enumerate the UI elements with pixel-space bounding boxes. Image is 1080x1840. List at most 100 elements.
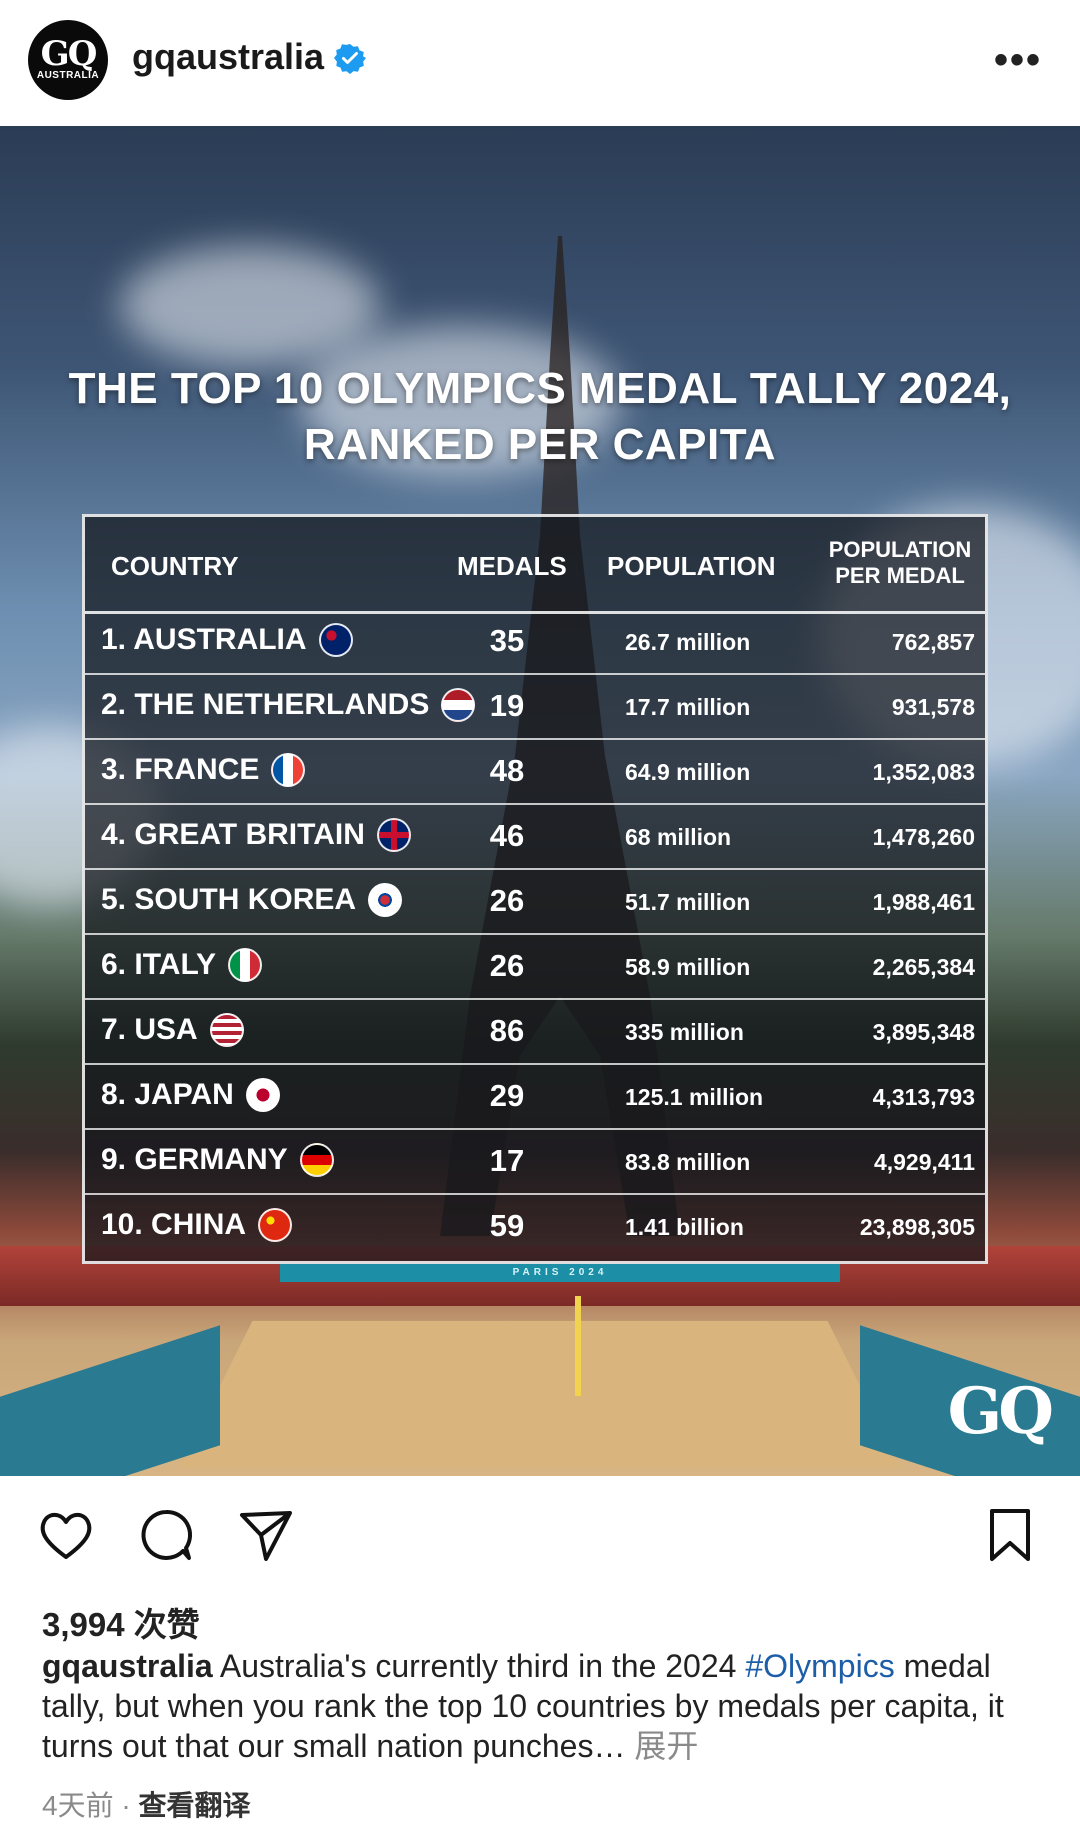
stands-left (0, 1325, 220, 1476)
country-name: 1. AUSTRALIA (101, 623, 307, 656)
row-population-per-medal: 931,578 (891, 694, 975, 720)
row-population-per-medal: 3,895,348 (872, 1019, 975, 1045)
table-row: 1. AUSTRALIA 35 26.7 million 762,857 (85, 611, 985, 675)
table-header: COUNTRY MEDALS POPULATION POPULATION PER… (85, 517, 985, 614)
country-name: 5. SOUTH KOREA (101, 883, 357, 916)
post-header: GQ AUSTRALIA gqaustralia ••• (0, 0, 1080, 124)
france-flag-icon (271, 753, 306, 787)
country-name: 3. FRANCE (101, 753, 260, 786)
heart-icon[interactable] (36, 1505, 96, 1565)
row-population: 51.7 million (625, 889, 751, 915)
row-country: 5. SOUTH KOREA (101, 883, 403, 917)
comment-icon[interactable] (136, 1505, 196, 1565)
table-row: 7. USA 86 335 million 3,895,348 (85, 1001, 985, 1065)
table-row: 5. SOUTH KOREA 26 51.7 million 1,988,461 (85, 871, 985, 935)
medal-table: COUNTRY MEDALS POPULATION POPULATION PER… (82, 514, 988, 1264)
row-population: 1.41 billion (625, 1214, 744, 1240)
row-population-per-medal: 1,478,260 (872, 824, 975, 850)
row-population: 17.7 million (625, 694, 751, 720)
gq-watermark: GQ (947, 1374, 1054, 1449)
col-ppm-line2: PER MEDAL (835, 563, 965, 588)
germany-flag-icon (299, 1143, 334, 1177)
row-population-per-medal: 1,352,083 (872, 759, 975, 785)
row-population: 68 million (625, 824, 732, 850)
row-population-per-medal: 762,857 (891, 629, 975, 655)
row-population-per-medal: 4,313,793 (872, 1084, 975, 1110)
row-population: 58.9 million (625, 954, 751, 980)
avatar-logo-sub: AUSTRALIA (36, 70, 100, 81)
row-medals: 26 (489, 883, 525, 918)
col-country: COUNTRY (111, 551, 239, 581)
row-country: 2. THE NETHERLANDS (101, 688, 476, 722)
post-caption: gqaustralia Australia's currently third … (42, 1646, 1052, 1766)
post-time: 4天前 (42, 1790, 114, 1821)
avatar[interactable]: GQ AUSTRALIA (28, 20, 108, 100)
row-medals: 86 (489, 1013, 525, 1048)
row-population: 83.8 million (625, 1149, 751, 1175)
volleyball-court (179, 1320, 901, 1468)
row-medals: 17 (489, 1143, 525, 1178)
row-population-per-medal: 1,988,461 (872, 889, 975, 915)
country-name: 9. GERMANY (101, 1143, 288, 1176)
caption-text-1: Australia's currently third in the 2024 (212, 1648, 746, 1684)
row-population-per-medal: 4,929,411 (873, 1149, 975, 1175)
italy-flag-icon (228, 948, 263, 982)
row-medals: 59 (489, 1208, 525, 1243)
country-name: 8. JAPAN (101, 1078, 234, 1111)
japan-flag-icon (245, 1078, 280, 1112)
row-population-per-medal: 2,265,384 (872, 954, 975, 980)
post-footer: 4天前 · 查看翻译 (42, 1784, 250, 1824)
uk-flag-icon (376, 818, 411, 852)
usa-flag-icon (209, 1013, 244, 1047)
row-country: 3. FRANCE (101, 753, 306, 787)
col-population: POPULATION (607, 551, 776, 581)
row-population: 125.1 million (625, 1084, 764, 1110)
more-options-button[interactable]: ••• (993, 38, 1042, 82)
country-name: 4. GREAT BRITAIN (101, 818, 365, 851)
table-row: 10. CHINA 59 1.41 billion 23,898,305 (85, 1196, 985, 1258)
row-medals: 46 (489, 818, 525, 853)
avatar-logo-text: GQ (40, 34, 98, 74)
netherlands-flag-icon (441, 688, 476, 722)
country-name: 6. ITALY (101, 948, 217, 981)
row-country: 8. JAPAN (101, 1078, 280, 1112)
post-image[interactable]: PARIS 2024 THE TOP 10 OLYMPICS MEDAL TAL… (0, 126, 1080, 1476)
caption-more-link[interactable]: 展开 (634, 1728, 699, 1764)
row-population: 26.7 million (625, 629, 751, 655)
row-population-per-medal: 23,898,305 (859, 1214, 975, 1240)
row-country: 10. CHINA (101, 1208, 293, 1242)
court-net (575, 1296, 581, 1396)
title-line-1: THE TOP 10 OLYMPICS MEDAL TALLY 2024, (68, 364, 1012, 413)
cloud (120, 246, 380, 366)
table-row: 4. GREAT BRITAIN 46 68 million 1,478,260 (85, 806, 985, 870)
title-line-2: RANKED PER CAPITA (303, 420, 777, 469)
row-country: 1. AUSTRALIA (101, 623, 353, 657)
australia-flag-icon (318, 623, 353, 657)
bookmark-icon[interactable] (980, 1505, 1040, 1565)
caption-text-2: medal tally, but when you rank the top 1… (42, 1648, 1004, 1764)
table-row: 8. JAPAN 29 125.1 million 4,313,793 (85, 1066, 985, 1130)
paris-banner: PARIS 2024 (280, 1264, 840, 1282)
row-population: 64.9 million (625, 759, 751, 785)
row-medals: 26 (489, 948, 525, 983)
row-medals: 35 (489, 623, 525, 658)
share-icon[interactable] (236, 1505, 296, 1565)
country-name: 10. CHINA (101, 1208, 247, 1241)
table-row: 6. ITALY 26 58.9 million 2,265,384 (85, 936, 985, 1000)
caption-username[interactable]: gqaustralia (42, 1648, 213, 1684)
col-population-per-medal: POPULATION PER MEDAL (825, 537, 975, 589)
username[interactable]: gqaustralia (132, 36, 325, 77)
row-medals: 29 (489, 1078, 525, 1113)
footer-separator: · (113, 1790, 139, 1821)
row-population: 335 million (625, 1019, 744, 1045)
country-name: 2. THE NETHERLANDS (101, 688, 430, 721)
translate-link[interactable]: 查看翻译 (138, 1790, 251, 1821)
likes-count[interactable]: 3,994 次赞 (42, 1606, 200, 1643)
row-country: 7. USA (101, 1013, 244, 1047)
table-row: 9. GERMANY 17 83.8 million 4,929,411 (85, 1131, 985, 1195)
caption-hashtag[interactable]: #Olympics (745, 1648, 895, 1684)
south-korea-flag-icon (368, 883, 403, 917)
col-medals: MEDALS (457, 551, 567, 581)
infographic-title: THE TOP 10 OLYMPICS MEDAL TALLY 2024, RA… (40, 361, 1040, 473)
col-ppm-line1: POPULATION (828, 537, 972, 562)
